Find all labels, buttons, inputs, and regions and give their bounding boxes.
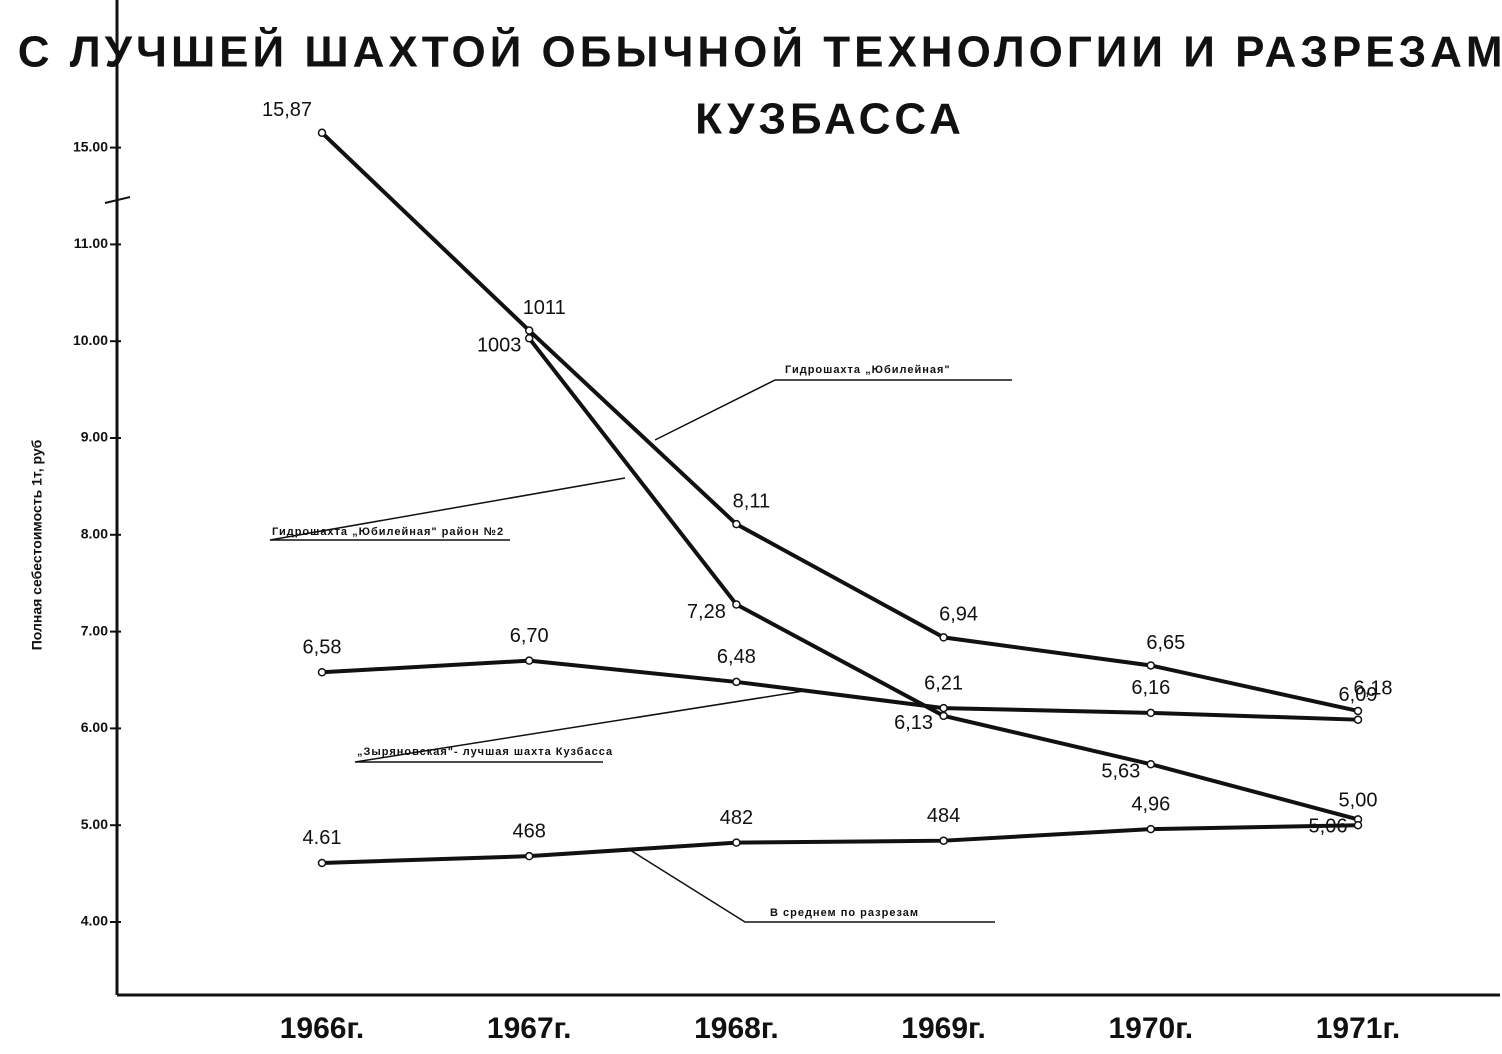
value-label: 6,48 (717, 646, 756, 668)
leader-line (654, 379, 1012, 441)
value-label: 6,09 (1339, 684, 1378, 706)
leader-line (354, 689, 811, 763)
series-line (527, 337, 1359, 822)
point (1146, 661, 1156, 670)
point (317, 858, 327, 868)
series-line (320, 131, 1359, 713)
point (939, 633, 948, 642)
point (1353, 706, 1363, 716)
point (1146, 824, 1156, 834)
x-tick-label: 1967г. (487, 1012, 572, 1045)
value-label: 468 (513, 820, 546, 842)
axis-break (104, 196, 131, 204)
y-tick-label: 5.00 (81, 816, 108, 832)
point (1146, 708, 1156, 718)
value-label: 8,11 (733, 490, 770, 512)
legend-label: В среднем по разрезам (770, 907, 919, 919)
x-tick-label: 1966г. (280, 1012, 365, 1045)
chart-title: С ЛУЧШЕЙ ШАХТОЙ ОБЫЧНОЙ ТЕХНОЛОГИИ И РАЗ… (18, 26, 1502, 77)
point (524, 851, 534, 861)
y-tick-label: 10.00 (73, 332, 108, 348)
leader-line (269, 477, 626, 541)
value-label: 4,96 (1131, 793, 1170, 815)
legend-label: Гидрошахта „Юбилейная" район №2 (272, 526, 504, 538)
point (524, 656, 534, 665)
point (732, 519, 741, 529)
point (939, 711, 948, 721)
y-tick-label: 15.00 (73, 138, 108, 154)
point (732, 677, 741, 687)
value-label: 1003 (477, 335, 522, 357)
value-label: 1011 (523, 297, 566, 319)
point (1353, 820, 1363, 830)
y-tick-label: 9.00 (81, 429, 108, 445)
value-label: 6,21 (924, 672, 963, 694)
point (317, 668, 327, 677)
point (939, 703, 948, 713)
point (732, 838, 741, 847)
value-label: 482 (720, 807, 753, 829)
point (1146, 759, 1156, 769)
x-tick-label: 1968г. (694, 1012, 779, 1045)
value-label: 6,13 (894, 712, 933, 734)
y-tick-label: 6.00 (81, 719, 108, 735)
legend-label: „Зыряновская"- лучшая шахта Кузбасса (357, 746, 613, 758)
x-tick-label: 1971г. (1316, 1012, 1401, 1045)
value-label: 6,65 (1146, 632, 1185, 654)
value-label: 6,16 (1131, 677, 1170, 699)
series-line (321, 658, 1359, 722)
point (939, 836, 948, 845)
x-tick-label: 1970г. (1109, 1012, 1194, 1045)
point (524, 334, 534, 343)
value-label: 5,63 (1101, 760, 1140, 782)
series-line (321, 823, 1359, 865)
value-label: 6,70 (510, 625, 549, 647)
value-label: 6,58 (303, 637, 342, 659)
value-label: 4.61 (303, 827, 342, 849)
y-tick-label: 7.00 (81, 622, 108, 638)
y-axis-label: Полная себестоимость 1т, руб (29, 439, 45, 650)
chart-subtitle: КУЗБАССА (695, 95, 965, 144)
value-label: 6,94 (939, 604, 978, 626)
value-label: 484 (927, 805, 960, 827)
value-label: 15,87 (262, 99, 312, 121)
point (524, 326, 534, 335)
y-tick-label: 8.00 (81, 526, 108, 542)
leader-line (629, 849, 995, 923)
value-label: 5,00 (1339, 789, 1378, 811)
value-label: 6,18 (1354, 677, 1393, 699)
legend-label: Гидрошахта „Юбилейная" (785, 364, 951, 376)
point (1353, 715, 1363, 724)
value-label: 7,28 (687, 601, 726, 623)
y-tick-label: 11.00 (74, 235, 108, 251)
y-tick-label: 4.00 (81, 913, 108, 929)
point (317, 128, 327, 138)
point (732, 600, 741, 609)
x-tick-label: 1969г. (901, 1012, 986, 1045)
